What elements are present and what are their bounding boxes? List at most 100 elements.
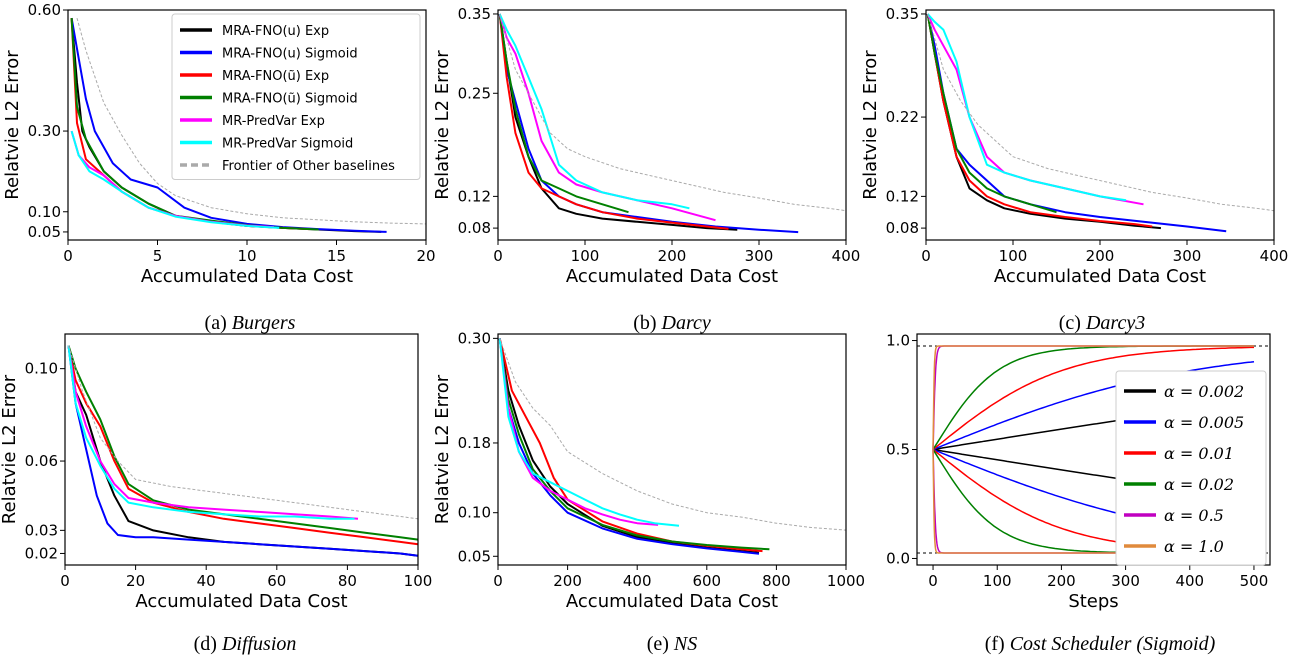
x-axis-label: Accumulated Data Cost bbox=[141, 266, 353, 287]
x-tick-label: 20 bbox=[416, 247, 435, 265]
legend-entry: MR-PredVar Exp bbox=[222, 114, 325, 129]
y-tick-label: 0.05 bbox=[28, 223, 61, 241]
x-tick-label: 400 bbox=[1260, 247, 1289, 265]
caption-f: (f) Cost Scheduler (Sigmoid) bbox=[984, 633, 1216, 655]
x-tick-label: 400 bbox=[623, 572, 652, 590]
y-tick-label: 0.08 bbox=[458, 219, 491, 237]
y-tick-label: 0.12 bbox=[886, 187, 919, 205]
x-tick-label: 20 bbox=[126, 572, 145, 590]
x-tick-label: 40 bbox=[197, 572, 216, 590]
legend-entry: MRA-FNO(u) Sigmoid bbox=[222, 47, 358, 62]
x-tick-label: 0 bbox=[921, 247, 931, 265]
x-tick-label: 400 bbox=[832, 247, 861, 265]
y-axis-label: Relatvie L2 Error bbox=[432, 374, 453, 524]
x-axis-label: Accumulated Data Cost bbox=[994, 266, 1206, 287]
x-tick-label: 0 bbox=[493, 572, 503, 590]
y-tick-label: 0.22 bbox=[886, 108, 919, 126]
chart-panel-4: 0 20 40 60 80 100 0.02 0.03 0.06 0.10 Accumulated … bbox=[0, 333, 433, 612]
series-line bbox=[498, 338, 680, 527]
series-line bbox=[67, 345, 419, 541]
x-tick-label: 100 bbox=[999, 247, 1028, 265]
caption-d: (d) Diffusion bbox=[193, 633, 297, 655]
series-line bbox=[498, 13, 716, 222]
x-tick-label: 15 bbox=[327, 247, 346, 265]
y-tick-label: 0.5 bbox=[886, 441, 910, 459]
x-tick-label: 300 bbox=[745, 247, 774, 265]
plot-frame bbox=[925, 9, 1275, 241]
y-tick-label: 0.30 bbox=[28, 122, 61, 140]
series-line bbox=[68, 345, 419, 520]
legend-entry: α = 0.02 bbox=[1164, 475, 1234, 494]
series-line bbox=[498, 13, 738, 231]
y-tick-label: 0.08 bbox=[886, 219, 919, 237]
x-tick-label: 10 bbox=[237, 247, 256, 265]
series-line bbox=[498, 338, 763, 553]
series-line bbox=[498, 13, 729, 230]
series-line bbox=[498, 13, 629, 214]
caption-a: (a) Burgers bbox=[204, 312, 296, 334]
caption-b: (b) Darcy bbox=[633, 312, 711, 334]
series-line bbox=[498, 338, 770, 551]
legend-entry: Frontier of Other baselines bbox=[222, 159, 395, 174]
y-tick-label: 0.06 bbox=[25, 452, 58, 470]
series-line bbox=[70, 130, 280, 229]
x-tick-label: 0 bbox=[60, 572, 70, 590]
series-line bbox=[67, 345, 359, 520]
x-tick-label: 200 bbox=[658, 247, 687, 265]
y-tick-label: 0.18 bbox=[458, 434, 491, 452]
x-tick-label: 100 bbox=[571, 247, 600, 265]
legend-entry: MR-PredVar Sigmoid bbox=[222, 137, 353, 152]
x-axis-label: Steps bbox=[1068, 591, 1118, 612]
legend-scheduler: α = 0.002 α = 0.005 α = 0.01 α = 0.02 α = 0.… bbox=[1115, 370, 1267, 566]
x-tick-label: 200 bbox=[1086, 247, 1115, 265]
chart-panel-1: 0 5 10 15 20 0.05 0.10 0.30 0.60 Accumulated Data… bbox=[2, 1, 436, 287]
y-tick-label: 0.10 bbox=[25, 360, 58, 378]
series-line bbox=[76, 17, 427, 225]
x-tick-label: 500 bbox=[1240, 572, 1269, 590]
caption-c: (c) Darcy3 bbox=[1058, 312, 1146, 334]
legend-entry: α = 0.005 bbox=[1164, 413, 1244, 432]
x-tick-label: 400 bbox=[1175, 572, 1204, 590]
series-line bbox=[926, 13, 1057, 214]
x-axis-label: Accumulated Data Cost bbox=[135, 591, 347, 612]
series-line bbox=[926, 13, 1153, 228]
x-axis-label: Accumulated Data Cost bbox=[566, 591, 778, 612]
x-tick-label: 5 bbox=[153, 247, 163, 265]
series-line bbox=[926, 13, 1127, 202]
legend-entry: α = 1.0 bbox=[1164, 537, 1224, 556]
x-tick-label: 100 bbox=[404, 572, 433, 590]
legend-burgers: MRA-FNO(u) Exp MRA-FNO(u) Sigmoid MRA-FNO(… bbox=[171, 13, 421, 180]
y-tick-label: 0.35 bbox=[886, 5, 919, 23]
x-tick-label: 800 bbox=[762, 572, 791, 590]
y-tick-label: 0.30 bbox=[458, 329, 491, 347]
y-axis-label: Relatvie L2 Error bbox=[432, 50, 453, 200]
y-tick-label: 0.35 bbox=[458, 5, 491, 23]
y-tick-label: 0.60 bbox=[28, 1, 61, 19]
series-line bbox=[67, 345, 419, 557]
x-tick-label: 300 bbox=[1111, 572, 1140, 590]
series-line bbox=[932, 360, 1255, 451]
series-line bbox=[498, 13, 690, 210]
plot-frame bbox=[64, 333, 419, 566]
y-tick-label: 0.05 bbox=[458, 547, 491, 565]
plot-frame bbox=[497, 333, 847, 566]
y-tick-label: 1.0 bbox=[886, 332, 910, 350]
x-tick-label: 80 bbox=[338, 572, 357, 590]
legend-entry: α = 0.002 bbox=[1164, 382, 1244, 401]
y-axis-label: Relatvie L2 Error bbox=[2, 50, 23, 200]
y-tick-label: 0.10 bbox=[458, 504, 491, 522]
series-line bbox=[67, 345, 419, 557]
y-tick-label: 0.10 bbox=[28, 203, 61, 221]
x-tick-label: 0 bbox=[928, 572, 938, 590]
series-line bbox=[499, 13, 847, 212]
x-tick-label: 200 bbox=[553, 572, 582, 590]
chart-panel-3: 0 100 200 300 400 0.08 0.12 0.22 0.35 Accumulated… bbox=[860, 5, 1288, 287]
y-axis-label: Relatvie L2 Error bbox=[0, 374, 20, 524]
series-line bbox=[498, 13, 799, 234]
y-tick-label: 0.25 bbox=[458, 84, 491, 102]
chart-panel-2: 0 100 200 300 400 0.08 0.12 0.25 0.35 Accumulated… bbox=[432, 5, 860, 287]
series-line bbox=[927, 13, 1275, 212]
caption-e: (e) NS bbox=[646, 633, 698, 655]
x-tick-label: 1000 bbox=[827, 572, 865, 590]
series-line bbox=[932, 346, 1254, 451]
